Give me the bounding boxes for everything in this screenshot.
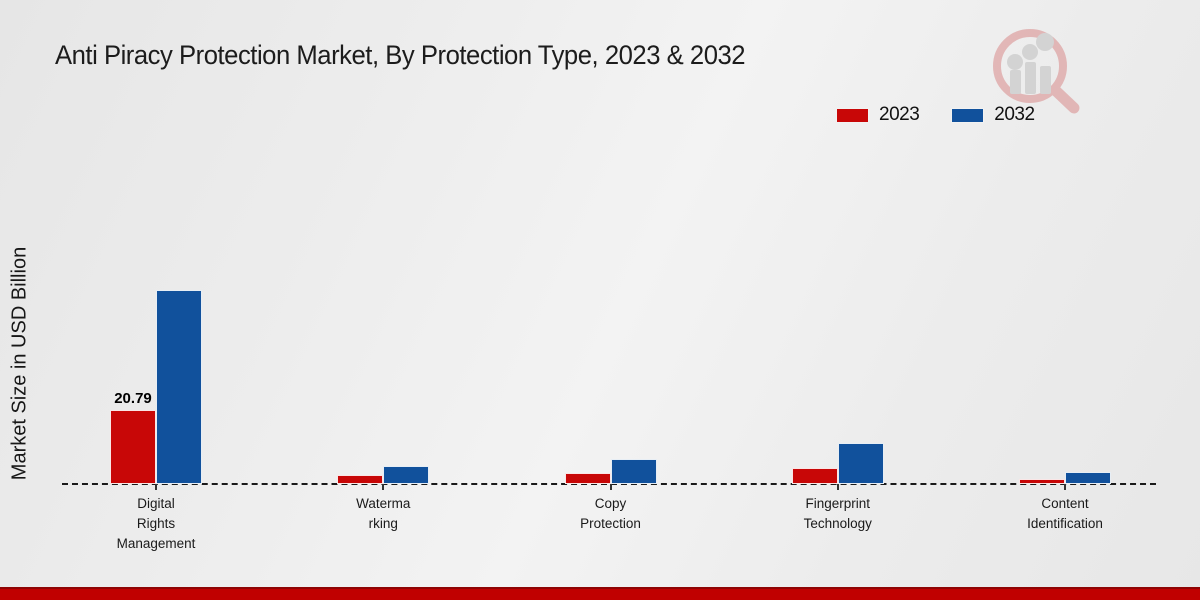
- legend-swatch-2023: [836, 107, 869, 123]
- legend-label-2032: 2032: [994, 104, 1035, 125]
- bar-2032-copy-protection: [610, 459, 657, 484]
- bar-2032-watermarking: [383, 465, 430, 484]
- x-axis-tick: [609, 484, 612, 490]
- bar-2032-digital-rights-management: [156, 290, 202, 484]
- category-label-watermarking: Waterma rking: [356, 496, 411, 531]
- x-axis-tick: [1064, 484, 1066, 490]
- x-axis-tick: [382, 484, 385, 490]
- category-label-content-identification: Content Identification: [1027, 496, 1103, 531]
- legend-swatch-2032: [951, 107, 985, 123]
- bar-value-label: 20.79: [114, 390, 152, 407]
- x-axis-tick: [836, 484, 839, 490]
- category-label-copy-protection: Copy Protection: [580, 496, 641, 531]
- market-research-logo: [988, 26, 1092, 114]
- legend-label-2023: 2023: [879, 104, 920, 125]
- x-axis-baseline: [62, 483, 1156, 485]
- category-label-fingerprint-technology: Fingerprint Technology: [803, 496, 872, 531]
- x-axis-tick: [155, 484, 157, 490]
- legend-item-2023: 2023: [836, 104, 920, 126]
- chart-title: Anti Piracy Protection Market, By Protec…: [55, 40, 746, 70]
- magnifier-growth-icon: [993, 29, 1080, 114]
- bar-2023-copy-protection: [564, 472, 611, 484]
- bar-2032-fingerprint-technology: [837, 443, 884, 484]
- bar-2023-content-identification: [1019, 479, 1065, 484]
- bar-2023-watermarking: [337, 475, 384, 484]
- legend-item-2032: 2032: [951, 104, 1035, 126]
- chart-legend: 2023 2032: [836, 104, 1035, 126]
- bar-2023-fingerprint-technology: [791, 467, 838, 484]
- bar-2023-digital-rights-management: [110, 410, 156, 484]
- footer-red-band: [0, 587, 1200, 600]
- category-label-digital-rights-management: Digital Rights Management: [116, 496, 196, 551]
- bar-2032-content-identification: [1065, 471, 1111, 484]
